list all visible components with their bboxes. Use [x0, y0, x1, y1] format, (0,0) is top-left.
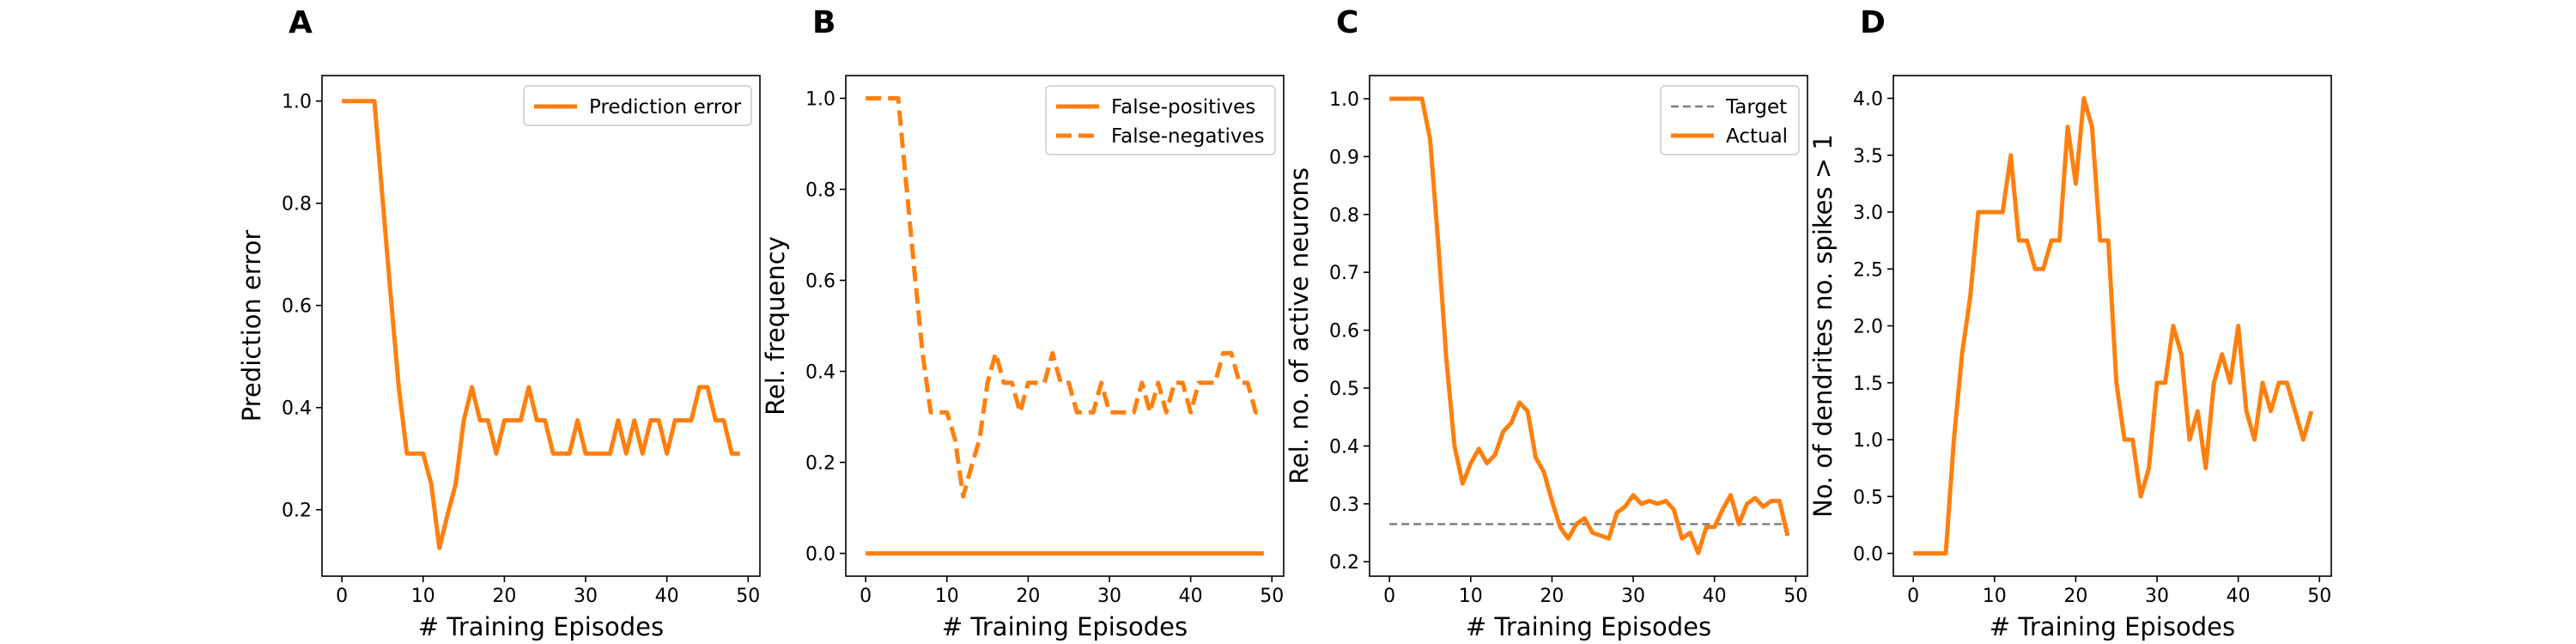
legend-box [523, 85, 752, 126]
y-tick-label: 1.0 [282, 92, 312, 113]
y-tick-label: 0.5 [1329, 379, 1359, 400]
x-tick-label: 50 [736, 586, 760, 607]
legend-label: False-positives [1111, 96, 1255, 118]
y-tick-label: 0.2 [282, 501, 312, 522]
y-axis-label: Rel. frequency [761, 236, 790, 416]
y-tick-label: 1.0 [1329, 89, 1359, 111]
axes-frame [1369, 75, 1808, 577]
legend-box [1045, 85, 1276, 155]
y-axis-label: Rel. no. of active neurons [1285, 167, 1314, 484]
y-tick-label: 1.0 [805, 89, 835, 111]
y-tick-label: 2.5 [1853, 259, 1883, 281]
x-tick-label: 20 [2063, 586, 2087, 607]
panel-letter-b: B [812, 5, 835, 40]
x-tick-label: 0 [1383, 586, 1395, 607]
y-tick-label: 4.0 [1853, 89, 1883, 111]
x-tick-label: 20 [1540, 586, 1564, 607]
x-axis-label: # Training Episodes [942, 612, 1188, 641]
y-tick-label: 0.7 [1329, 263, 1359, 284]
axes-frame [321, 75, 761, 577]
x-tick-label: 0 [860, 586, 872, 607]
panel-letter-c: C [1336, 5, 1358, 40]
y-tick-label: 0.6 [282, 296, 312, 318]
x-tick-label: 50 [1783, 586, 1807, 607]
x-tick-label: 30 [1621, 586, 1645, 607]
x-tick-label: 30 [574, 586, 598, 607]
legend-label: Prediction error [589, 96, 742, 118]
y-tick-label: 1.5 [1853, 374, 1883, 395]
x-tick-label: 30 [2145, 586, 2169, 607]
y-tick-label: 0.8 [805, 180, 835, 202]
series-line-prediction-error [342, 99, 740, 550]
x-tick-label: 40 [2227, 586, 2251, 607]
x-tick-label: 0 [336, 586, 348, 607]
charts: 0 10 20 30 40 50 0.2 0.4 0.6 0.8 1.0 # Training Epi… [237, 75, 2332, 641]
x-tick-label: 50 [1260, 586, 1284, 607]
x-tick-label: 20 [1016, 586, 1040, 607]
y-tick-label: 0.6 [805, 271, 835, 293]
series-line-actual [1389, 96, 1790, 556]
y-tick-label: 0.3 [1329, 495, 1359, 516]
x-tick-label: 50 [2307, 586, 2331, 607]
y-tick-label: 0.0 [1853, 544, 1883, 566]
y-tick-label: 0.4 [282, 398, 312, 420]
y-tick-label: 0.5 [1853, 487, 1883, 508]
y-tick-label: 0.2 [805, 453, 835, 475]
y-tick-label: 0.0 [805, 544, 835, 566]
y-axis-label: Prediction error [237, 230, 266, 422]
chart-panel-c: 0 10 20 30 40 50 0.2 0.3 0.4 0.5 0.6 0.7 0.8 0.9 1.0 # … [1285, 75, 1808, 641]
y-tick-label: 0.2 [1329, 552, 1359, 574]
x-tick-label: 10 [411, 586, 435, 607]
y-tick-label: 0.6 [1329, 321, 1359, 343]
axes-frame [845, 75, 1285, 577]
chart-panel-d: 0 10 20 30 40 50 0.0 0.5 1.0 1.5 2.0 2.5 3.0 3.5 4.0 # … [1808, 75, 2332, 641]
x-tick-label: 40 [655, 586, 679, 607]
x-axis-label: # Training Episodes [1990, 612, 2235, 641]
y-tick-label: 0.8 [1329, 205, 1359, 227]
x-tick-label: 10 [1983, 586, 2007, 607]
x-tick-label: 30 [1097, 586, 1121, 607]
x-tick-label: 10 [935, 586, 959, 607]
y-tick-label: 3.0 [1853, 203, 1883, 224]
x-tick-label: 40 [1179, 586, 1203, 607]
x-tick-label: 10 [1459, 586, 1483, 607]
y-tick-label: 0.9 [1329, 147, 1359, 168]
x-tick-label: 0 [1907, 586, 1919, 607]
y-tick-label: 1.0 [1853, 430, 1883, 452]
series-line-series-0 [1913, 96, 2314, 556]
chart-panel-b: 0 10 20 30 40 50 0.0 0.2 0.4 0.6 0.8 1.0 # Training … [761, 75, 1285, 641]
y-tick-label: 2.0 [1853, 317, 1883, 338]
x-axis-label: # Training Episodes [418, 612, 664, 641]
x-tick-label: 20 [492, 586, 516, 607]
y-tick-label: 3.5 [1853, 146, 1883, 167]
y-tick-label: 0.4 [805, 362, 835, 384]
legend-label: Target [1725, 96, 1787, 118]
chart-panel-a: 0 10 20 30 40 50 0.2 0.4 0.6 0.8 1.0 # Training Epi… [237, 75, 761, 641]
series-line-false-negatives [866, 96, 1264, 499]
legend: Prediction error [523, 85, 752, 126]
legend: False-positives False-negatives [1045, 85, 1276, 155]
legend: Target Actual [1660, 85, 1800, 155]
x-tick-label: 40 [1703, 586, 1727, 607]
y-axis-label: No. of dendrites no. spikes > 1 [1808, 134, 1838, 518]
x-axis-label: # Training Episodes [1466, 612, 1711, 641]
y-tick-label: 0.8 [282, 194, 312, 216]
panel-letter-a: A [289, 5, 313, 40]
legend-label: False-negatives [1111, 125, 1265, 148]
panel-letter-d: D [1860, 5, 1886, 40]
legend-label: Actual [1726, 125, 1788, 148]
y-tick-label: 0.4 [1329, 436, 1359, 458]
